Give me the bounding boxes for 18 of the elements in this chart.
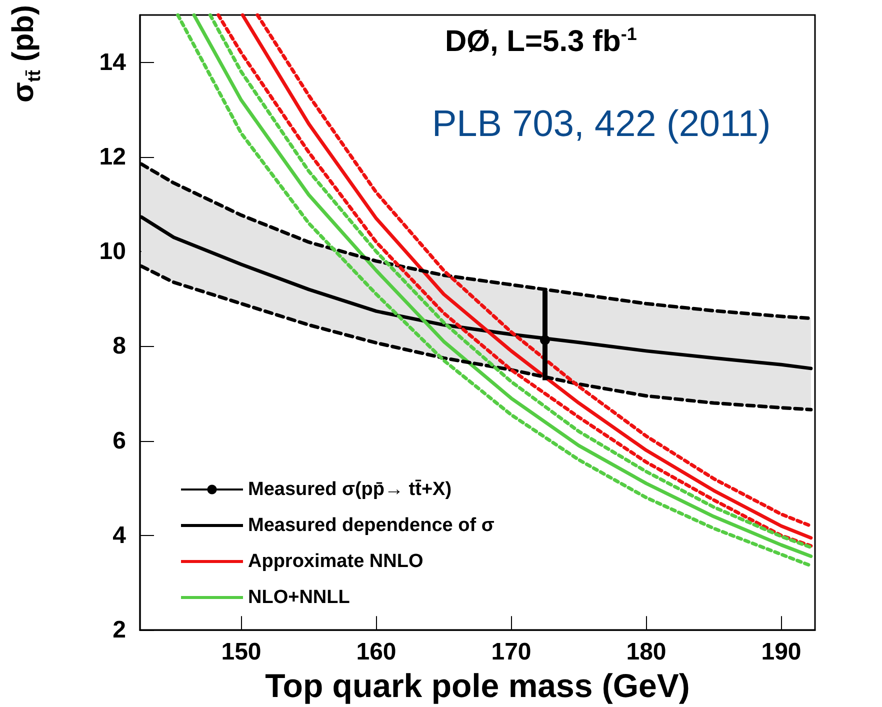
y-tick-label: 10: [99, 238, 126, 266]
legend-label: Measured σ(pp̄→ tt̄+X): [248, 479, 452, 500]
legend-label: Approximate NNLO: [248, 551, 424, 572]
x-tick-label: 150: [221, 638, 262, 666]
annotation: PLB 703, 422 (2011): [432, 103, 771, 144]
y-tick-label: 6: [112, 427, 126, 454]
y-tick-label: 8: [112, 332, 126, 360]
y-tick-label: 12: [99, 143, 126, 170]
x-tick-label: 190: [761, 638, 802, 666]
y-tick-label: 14: [99, 48, 127, 76]
legend-label: Measured dependence of σ: [248, 515, 494, 536]
x-tick-label: 180: [626, 638, 666, 666]
x-tick-label: 170: [491, 638, 532, 666]
y-tick-label: 4: [112, 522, 127, 549]
y-tick-label: 2: [112, 616, 126, 644]
legend-label: NLO+NNLL: [248, 587, 350, 608]
x-tick-label: 160: [356, 638, 396, 666]
x-axis-title: Top quark pole mass (GeV): [265, 667, 690, 704]
